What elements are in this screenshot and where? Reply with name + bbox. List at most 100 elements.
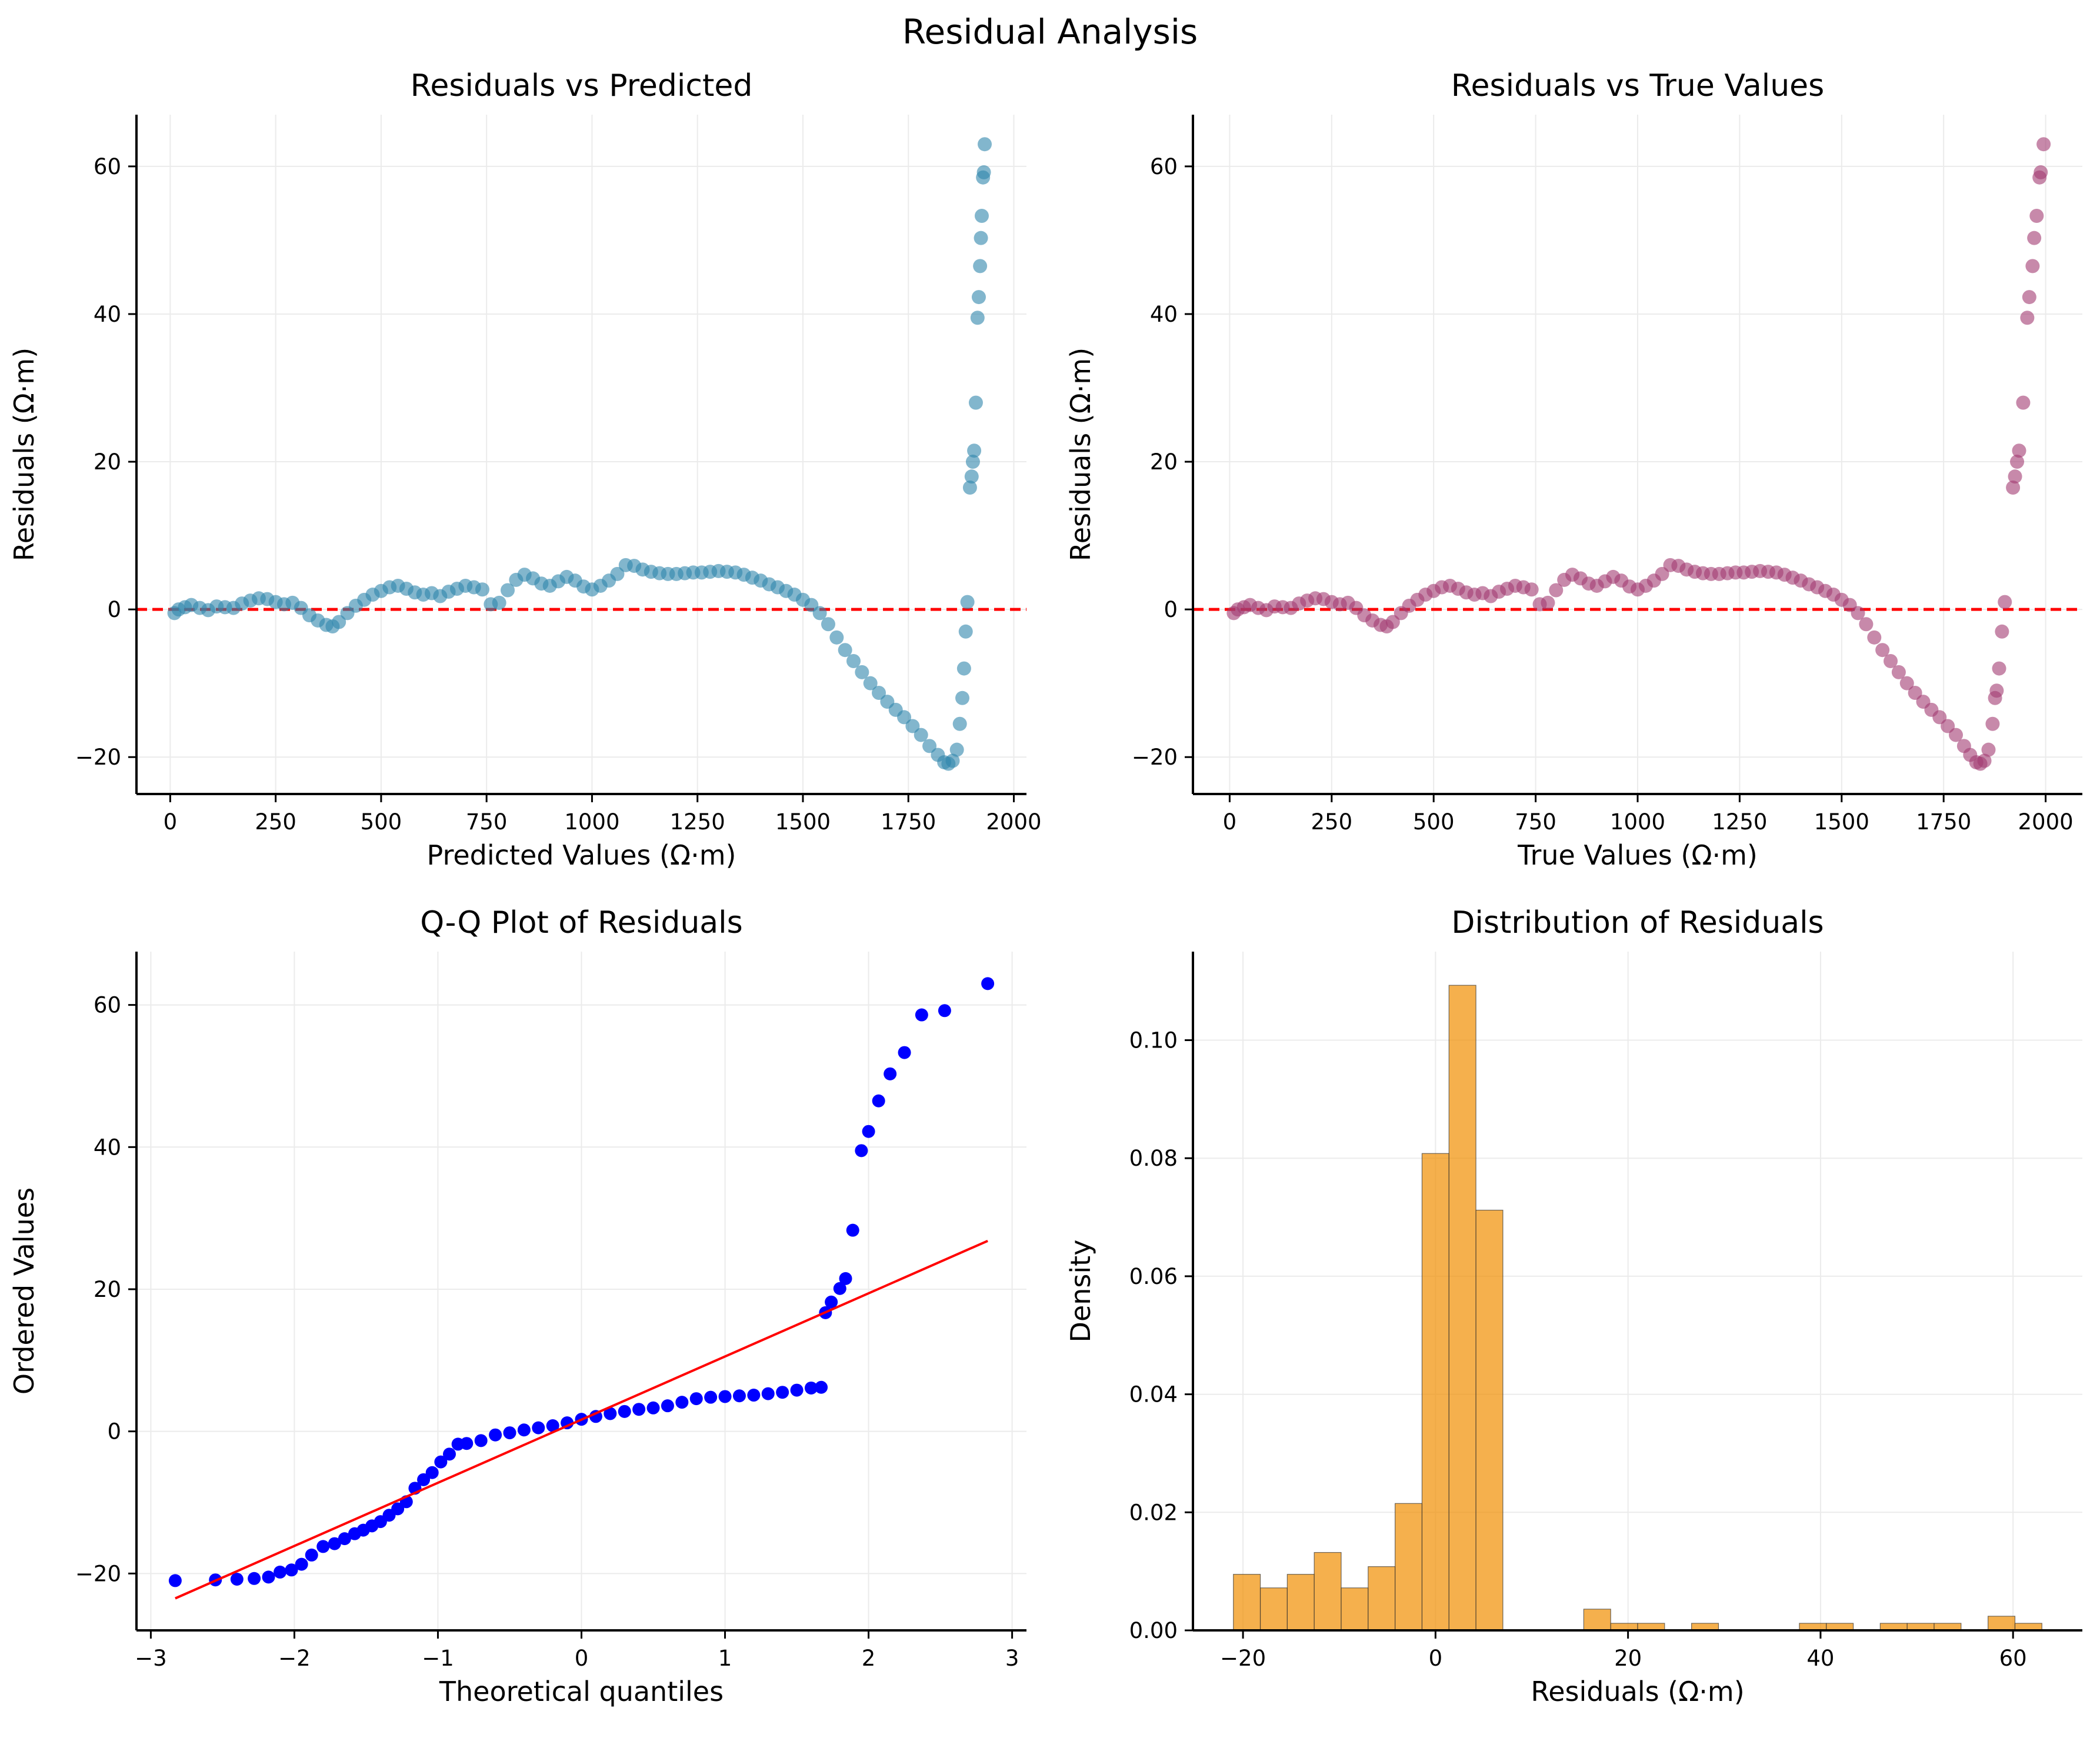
data-point [829, 630, 844, 645]
x-tick-label: 2000 [2018, 809, 2073, 835]
x-tick-label: 750 [1515, 809, 1556, 835]
data-point [2008, 469, 2022, 484]
data-point [1989, 683, 2004, 698]
data-point [1851, 606, 1865, 621]
chart-pred: 0 250 500 750 1000 1250 1500 1750 2000 −20 0 20 40 60… [8, 68, 1042, 871]
histogram-bar [1448, 985, 1476, 1631]
x-axis-label: Predicted Values (Ω·m) [427, 839, 736, 871]
ticks: −3 −2 −1 0 1 2 3 −20 0 20 40 60 [75, 993, 1019, 1671]
data-point [475, 582, 489, 597]
data-point [945, 753, 960, 768]
ticks: 0 250 500 750 1000 1250 1500 1750 2000 −20 0 20 40 60 [75, 154, 1042, 835]
data-point [2025, 259, 2040, 273]
histogram-bar [1314, 1552, 1342, 1631]
chart-title: Distribution of Residuals [1451, 905, 1824, 940]
y-tick-label: −20 [75, 745, 121, 770]
data-point [964, 469, 979, 484]
data-point [955, 690, 970, 705]
data-point [1948, 728, 1963, 742]
x-tick-label: 250 [1311, 809, 1353, 835]
data-point [230, 1572, 244, 1586]
chart-title: Q-Q Plot of Residuals [420, 905, 742, 940]
gridlines [136, 952, 1026, 1630]
data-point [1932, 710, 1947, 725]
data-point [316, 1540, 330, 1553]
chart-title: Residuals vs Predicted [411, 68, 753, 104]
data-point [776, 1386, 789, 1399]
histogram-bar [1475, 1209, 1504, 1631]
x-tick-label: 500 [1413, 809, 1455, 835]
data-point [561, 1416, 574, 1430]
x-tick-label: 2000 [986, 809, 1041, 835]
chart-qq: −3 −2 −1 0 1 2 3 −20 0 20 40 60 Q-Q Plot of Residual… [8, 905, 1026, 1707]
data-point [960, 595, 975, 609]
data-point [790, 1383, 804, 1397]
data-point [689, 1392, 703, 1406]
data-point [922, 739, 937, 753]
data-point [815, 1380, 828, 1394]
y-tick-label: 0.08 [1129, 1146, 1178, 1171]
data-point [872, 686, 886, 700]
data-point [425, 1466, 439, 1479]
y-axis-label: Residuals (Ω·m) [1065, 348, 1096, 561]
x-axis-label: Theoretical quantiles [439, 1676, 724, 1707]
ticks: −20 0 20 40 60 0.00 0.02 0.04 0.06 0.08 0.10 [1129, 1028, 2027, 1671]
data-point [262, 1570, 275, 1584]
data-point [833, 1282, 846, 1295]
y-tick-label: 60 [94, 993, 121, 1018]
data-point [1875, 643, 1890, 658]
histogram-bar [1286, 1574, 1315, 1631]
chart-true: 0 250 500 750 1000 1250 1500 1750 2000 −20 0 20 40 60… [1065, 68, 2082, 871]
data-point [967, 443, 982, 458]
data-point [1549, 583, 1564, 598]
data-point [971, 290, 986, 305]
data-point [978, 137, 992, 152]
histogram-bar [1259, 1587, 1288, 1631]
data-point [1867, 630, 1882, 645]
data-point [949, 742, 964, 757]
data-point [2029, 208, 2044, 223]
data-point [952, 716, 967, 731]
data-point [338, 1532, 351, 1546]
x-tick-label: 3 [1005, 1646, 1019, 1671]
y-axis-label: Ordered Values [8, 1187, 40, 1395]
data-point [1992, 661, 2006, 676]
data-point [1385, 615, 1400, 629]
x-tick-label: 20 [1614, 1646, 1642, 1671]
data-point [981, 977, 995, 990]
ticks: 0 250 500 750 1000 1250 1500 1750 2000 −20 0 20 40 60 [1132, 154, 2074, 835]
data-point [2006, 480, 2021, 495]
data-point [646, 1401, 660, 1415]
y-tick-label: 0 [107, 597, 121, 622]
x-tick-label: 40 [1806, 1646, 1834, 1671]
data-point [970, 311, 985, 325]
x-axis-label: Residuals (Ω·m) [1531, 1676, 1744, 1707]
data-point [2027, 231, 2042, 245]
data-point [976, 165, 991, 179]
x-tick-label: 1500 [1814, 809, 1869, 835]
y-tick-label: −20 [75, 1561, 121, 1586]
data-point [675, 1396, 689, 1409]
data-point [938, 1004, 951, 1018]
y-tick-label: 0.02 [1129, 1500, 1178, 1525]
data-point [1884, 654, 1898, 669]
gridlines [136, 115, 1026, 794]
data-point [914, 728, 928, 742]
y-tick-label: 40 [94, 1135, 121, 1160]
data-point [761, 1387, 775, 1400]
histogram-bar [1368, 1566, 1396, 1631]
data-marks [136, 137, 1026, 771]
y-tick-label: 0.00 [1129, 1618, 1178, 1643]
y-tick-label: 0.06 [1129, 1264, 1178, 1289]
data-point [958, 624, 973, 639]
data-point [305, 1548, 318, 1562]
data-point [1899, 676, 1914, 690]
data-point [2016, 395, 2031, 410]
x-tick-label: 500 [361, 809, 402, 835]
y-tick-label: 0 [107, 1419, 121, 1445]
data-point [846, 654, 861, 669]
data-point [492, 595, 506, 610]
data-point [610, 566, 625, 581]
histogram-bar [1988, 1616, 2016, 1631]
